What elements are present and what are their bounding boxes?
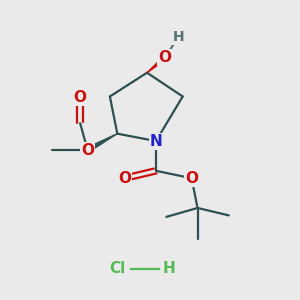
Text: O: O bbox=[158, 50, 171, 65]
Text: O: O bbox=[118, 171, 131, 186]
Polygon shape bbox=[86, 134, 117, 152]
Text: O: O bbox=[81, 142, 94, 158]
Text: N: N bbox=[150, 134, 162, 148]
Text: O: O bbox=[185, 171, 198, 186]
Text: Cl: Cl bbox=[109, 261, 125, 276]
Polygon shape bbox=[147, 56, 166, 73]
Text: O: O bbox=[74, 91, 87, 106]
Text: H: H bbox=[163, 261, 176, 276]
Text: H: H bbox=[172, 30, 184, 44]
